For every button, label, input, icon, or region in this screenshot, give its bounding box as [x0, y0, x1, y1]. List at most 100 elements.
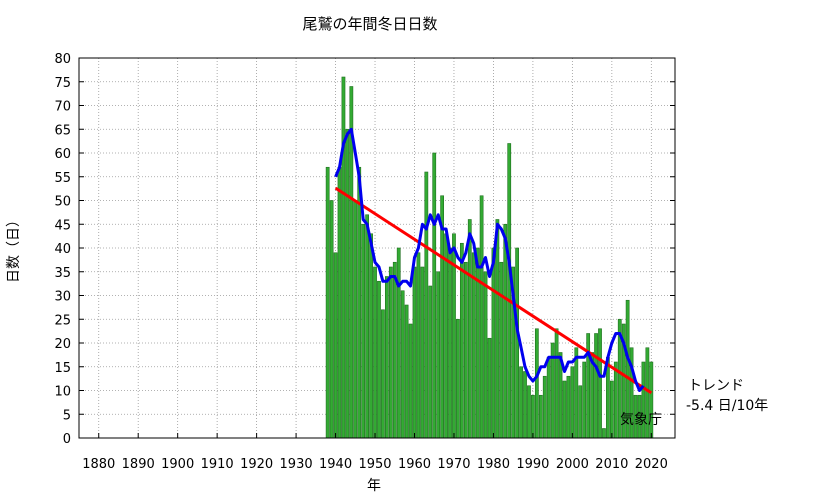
bar [420, 266, 425, 439]
x-tick-label: 1890 [122, 457, 155, 472]
moving-average-line [334, 127, 645, 392]
bar [479, 195, 484, 439]
bar [613, 361, 618, 439]
bar [432, 152, 437, 439]
bar [515, 247, 519, 439]
x-tick-label: 1900 [161, 457, 194, 472]
bar [586, 333, 591, 439]
y-tick-label: 80 [54, 52, 71, 67]
bar [357, 166, 362, 439]
bar [448, 247, 452, 439]
x-tick-label: 1910 [201, 457, 234, 472]
trend-value-label: -5.4 日/10年 [686, 398, 768, 414]
trend-line [334, 186, 653, 395]
bar [329, 200, 334, 439]
y-tick-label: 50 [54, 195, 71, 210]
x-tick-label: 1990 [516, 457, 549, 472]
trend-label: トレンド [688, 378, 744, 394]
bar [546, 356, 551, 439]
bar [408, 323, 413, 439]
bar [475, 247, 480, 439]
bar [467, 219, 472, 439]
bar [598, 328, 602, 439]
y-axis-ticks: 0 5 10 15 20 25 30 35 40 45 50 55 60 65 70 75 80 [54, 52, 675, 447]
bar [570, 366, 575, 439]
y-tick-label: 15 [54, 361, 71, 376]
bar [582, 361, 587, 439]
bar [538, 394, 543, 439]
bar [491, 247, 496, 439]
y-tick-label: 5 [63, 408, 71, 423]
x-tick-label: 1930 [280, 457, 313, 472]
bar [412, 266, 417, 439]
bar [566, 375, 571, 439]
x-tick-label: 1980 [477, 457, 510, 472]
x-tick-label: 1880 [82, 457, 115, 472]
y-tick-label: 25 [54, 313, 71, 328]
x-tick-label: 1970 [437, 457, 470, 472]
bar [483, 271, 488, 439]
x-tick-label: 1960 [398, 457, 431, 472]
y-tick-label: 0 [63, 432, 71, 447]
y-tick-label: 60 [54, 147, 71, 162]
bar [392, 261, 397, 439]
bar [381, 309, 385, 439]
bar [404, 304, 409, 439]
bar [554, 328, 559, 439]
bar [542, 375, 547, 439]
bar [333, 252, 338, 439]
bar [341, 76, 346, 439]
y-tick-label: 75 [54, 76, 71, 91]
bar [428, 285, 433, 439]
bar [499, 261, 504, 439]
bar [377, 280, 381, 439]
bar [353, 200, 358, 439]
bar [519, 366, 523, 439]
y-tick-label: 55 [54, 171, 71, 186]
y-tick-label: 30 [54, 290, 71, 305]
chart-title: 尾鷲の年間冬日日数 [302, 15, 437, 33]
bar [602, 428, 606, 439]
source-label: 気象庁 [620, 412, 662, 428]
y-tick-label: 65 [54, 123, 71, 138]
y-tick-label: 10 [54, 385, 71, 400]
bar [369, 233, 373, 439]
y-tick-label: 45 [54, 218, 71, 233]
x-tick-label: 1950 [358, 457, 391, 472]
x-tick-label: 1940 [319, 457, 352, 472]
bar-series [325, 76, 654, 439]
bar [373, 266, 377, 439]
bar [574, 347, 579, 439]
bar [444, 233, 448, 439]
bar [531, 394, 535, 439]
bar [562, 380, 567, 439]
moving-average-group [334, 127, 645, 392]
bar [503, 223, 508, 439]
bar [388, 266, 393, 439]
x-tick-label: 2010 [595, 457, 628, 472]
bar [507, 143, 512, 439]
grid [79, 58, 675, 438]
x-tick-label: 2000 [556, 457, 589, 472]
bar [463, 261, 468, 439]
bar [609, 380, 614, 439]
x-axis-label: 年 [367, 478, 381, 494]
x-axis-ticks: 1880 1890 1900 1910 1920 1930 1940 1950 1960 1970… [82, 433, 668, 472]
bar [456, 318, 460, 439]
y-tick-label: 70 [54, 100, 71, 115]
bar [527, 385, 531, 439]
bar [361, 223, 366, 439]
bar [365, 214, 370, 439]
bar [440, 195, 444, 439]
bar [534, 328, 539, 439]
bar [416, 252, 421, 439]
trend-line-group [334, 186, 653, 395]
bar [325, 166, 330, 439]
x-tick-label: 2020 [635, 457, 668, 472]
bar [337, 166, 342, 439]
y-tick-label: 40 [54, 242, 71, 257]
bar [384, 276, 389, 439]
bar [578, 385, 583, 439]
bar [487, 337, 492, 439]
